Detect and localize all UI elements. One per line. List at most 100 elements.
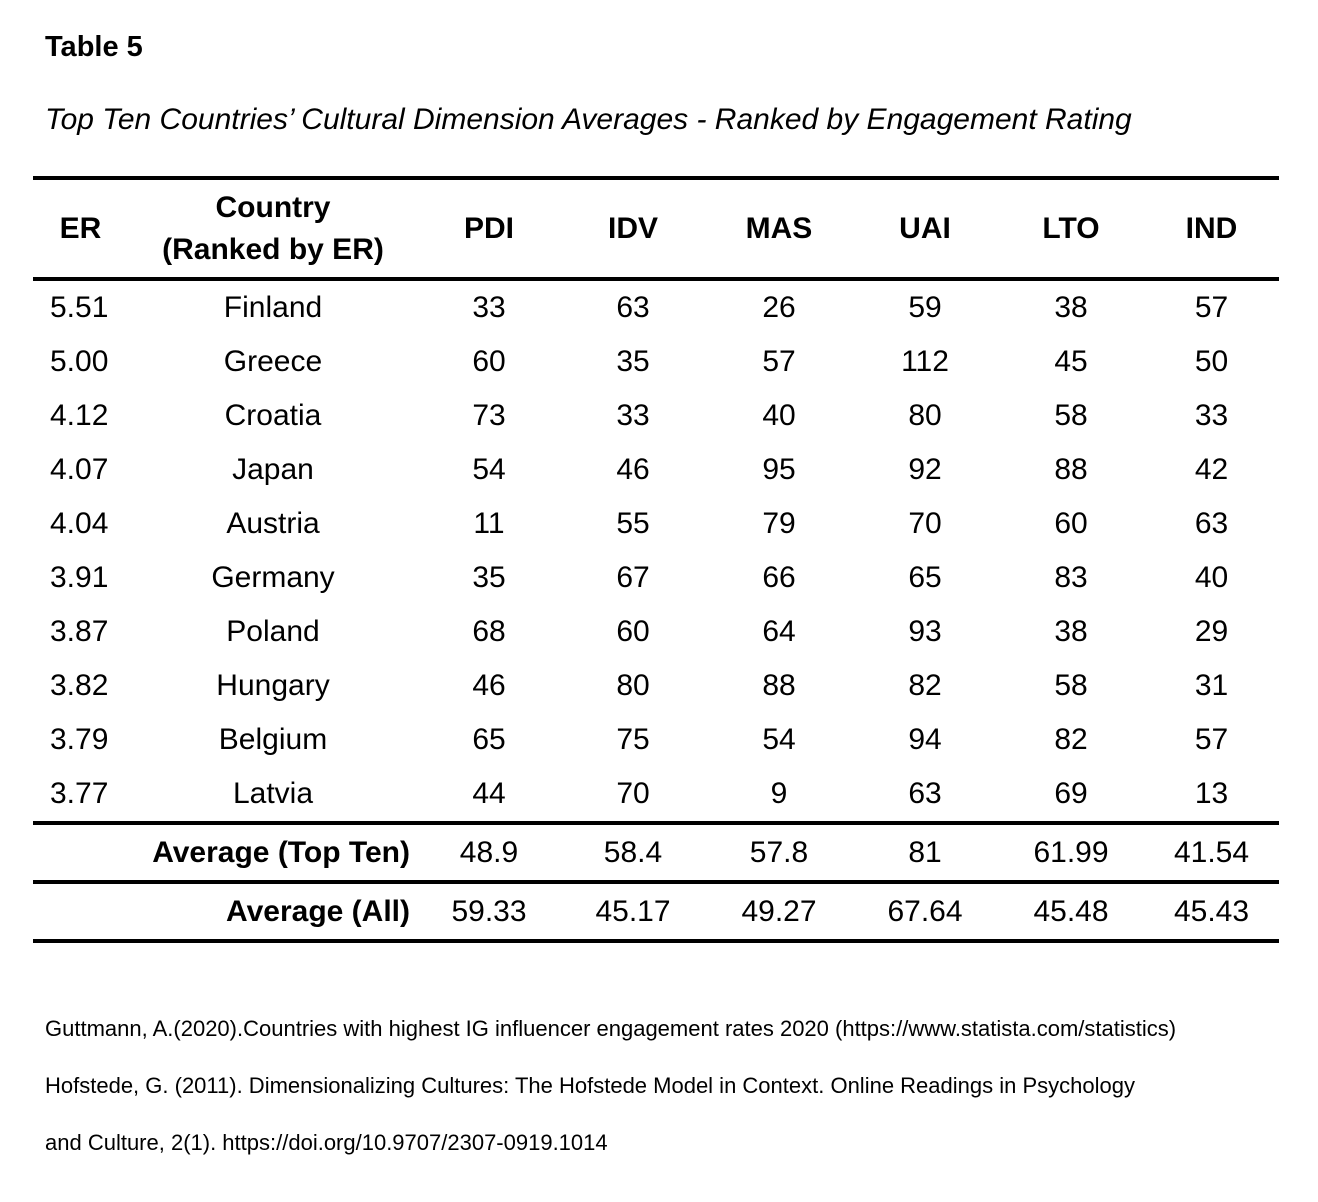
cell-ind: 63 [1194, 507, 1229, 540]
cell-idv: 55 [616, 507, 650, 540]
cell-er: 3.77 [50, 777, 109, 810]
cell-uai: 94 [908, 723, 942, 756]
header-mas: MAS [706, 176, 852, 281]
cell-pdi: 35 [472, 561, 506, 594]
cell-mas: 79 [762, 507, 796, 540]
cell-idv: 60 [616, 615, 650, 648]
cell-ind: 57 [1194, 723, 1229, 756]
cell-uai: 59 [908, 291, 942, 324]
cell-idv: 46 [616, 453, 650, 486]
cell-country: Japan [232, 453, 314, 486]
table-label: Table 5 [45, 31, 143, 63]
cell-lto: 45.48 [998, 880, 1144, 943]
cell-idv: 35 [616, 345, 650, 378]
cell-country: Hungary [216, 669, 330, 702]
table-row: 3.82 Hungary 46 80 88 82 58 31 [33, 659, 1279, 713]
average-row-top-ten: Average (Top Ten) 48.9 58.4 57.8 81 61.9… [33, 821, 1279, 882]
cell-er: 3.87 [50, 615, 109, 648]
cell-ind: 45.43 [1144, 880, 1279, 943]
cell-country: Croatia [224, 399, 322, 432]
cell-er: 3.91 [50, 561, 109, 594]
cell-er: 4.04 [50, 507, 109, 540]
cell-pdi: 46 [472, 669, 506, 702]
cell-mas: 64 [762, 615, 796, 648]
cell-pdi: 60 [472, 345, 506, 378]
cell-pdi: 65 [472, 723, 506, 756]
table-row: 5.00 Greece 60 35 57 112 45 50 [33, 335, 1279, 389]
cell-lto: 45 [1054, 345, 1088, 378]
cell-country: Greece [223, 345, 323, 378]
cell-mas: 95 [762, 453, 796, 486]
cell-er: 5.51 [50, 291, 109, 324]
cell-idv: 80 [616, 669, 650, 702]
cell-lto: 58 [1054, 669, 1088, 702]
cell-lto: 58 [1054, 399, 1088, 432]
table-row: 3.91 Germany 35 67 66 65 83 40 [33, 551, 1279, 605]
cell-ind: 50 [1194, 345, 1229, 378]
cell-pdi: 44 [472, 777, 506, 810]
cell-uai: 93 [908, 615, 942, 648]
cell-idv: 75 [616, 723, 650, 756]
cell-pdi: 73 [472, 399, 506, 432]
reference-line: Guttmann, A.(2020).Countries with highes… [45, 1016, 1177, 1041]
cell-mas: 26 [762, 291, 796, 324]
cell-ind: 42 [1194, 453, 1229, 486]
cell-country: Finland [223, 291, 323, 324]
table-row: 3.87 Poland 68 60 64 93 38 29 [33, 605, 1279, 659]
table-row: 3.77 Latvia 44 70 9 63 69 13 [33, 767, 1279, 823]
cell-lto: 60 [1054, 507, 1088, 540]
cell-idv: 45.17 [560, 880, 706, 943]
cell-idv: 70 [616, 777, 650, 810]
cell-country: Poland [226, 615, 320, 648]
header-idv: IDV [560, 176, 706, 281]
cell-lto: 88 [1054, 453, 1088, 486]
table-row: 5.51 Finland 33 63 26 59 38 57 [33, 279, 1279, 335]
cell-ind: 31 [1194, 669, 1229, 702]
header-country-line1: Country [215, 190, 331, 224]
cell-country: Germany [211, 561, 335, 594]
cell-idv: 33 [616, 399, 650, 432]
cell-ind: 33 [1194, 399, 1229, 432]
references: Guttmann, A.(2020).Countries with highes… [45, 1000, 1176, 1171]
cell-mas: 57 [762, 345, 796, 378]
cell-uai: 112 [901, 345, 949, 378]
reference-line: and Culture, 2(1). https://doi.org/10.97… [45, 1130, 608, 1155]
table-title: Top Ten Countries’ Cultural Dimension Av… [45, 103, 1132, 136]
cell-pdi: 48.9 [418, 821, 560, 882]
cell-uai: 67.64 [852, 880, 998, 943]
header-lto: LTO [998, 176, 1144, 281]
cell-er: 4.07 [50, 453, 109, 486]
cell-uai: 63 [908, 777, 942, 810]
table-row: 4.12 Croatia 73 33 40 80 58 33 [33, 389, 1279, 443]
cell-mas: 88 [762, 669, 796, 702]
cell-mas: 57.8 [706, 821, 852, 882]
cell-pdi: 33 [472, 291, 506, 324]
cultural-dimensions-table: ER Country (Ranked by ER) PDI IDV MAS UA… [33, 176, 1279, 943]
cell-uai: 82 [908, 669, 942, 702]
cell-uai: 80 [908, 399, 942, 432]
cell-ind: 57 [1194, 291, 1229, 324]
cell-lto: 61.99 [998, 821, 1144, 882]
cell-mas: 9 [770, 777, 788, 810]
cell-lto: 38 [1054, 615, 1088, 648]
header-er: ER [33, 176, 128, 281]
cell-uai: 81 [852, 821, 998, 882]
cell-idv: 67 [616, 561, 650, 594]
cell-mas: 49.27 [706, 880, 852, 943]
cell-ind: 29 [1194, 615, 1229, 648]
cell-pdi: 59.33 [418, 880, 560, 943]
cell-mas: 66 [762, 561, 796, 594]
average-row-all: Average (All) 59.33 45.17 49.27 67.64 45… [33, 880, 1279, 943]
cell-pdi: 54 [472, 453, 506, 486]
cell-mas: 54 [762, 723, 796, 756]
cell-lto: 83 [1054, 561, 1088, 594]
cell-idv: 58.4 [560, 821, 706, 882]
cell-ind: 40 [1194, 561, 1229, 594]
header-country: Country (Ranked by ER) [128, 176, 418, 281]
cell-country: Latvia [232, 777, 314, 810]
cell-uai: 70 [908, 507, 942, 540]
cell-mas: 40 [762, 399, 796, 432]
cell-ind: 41.54 [1144, 821, 1279, 882]
average-label: Average (All) [33, 880, 418, 943]
cell-pdi: 11 [473, 507, 505, 540]
